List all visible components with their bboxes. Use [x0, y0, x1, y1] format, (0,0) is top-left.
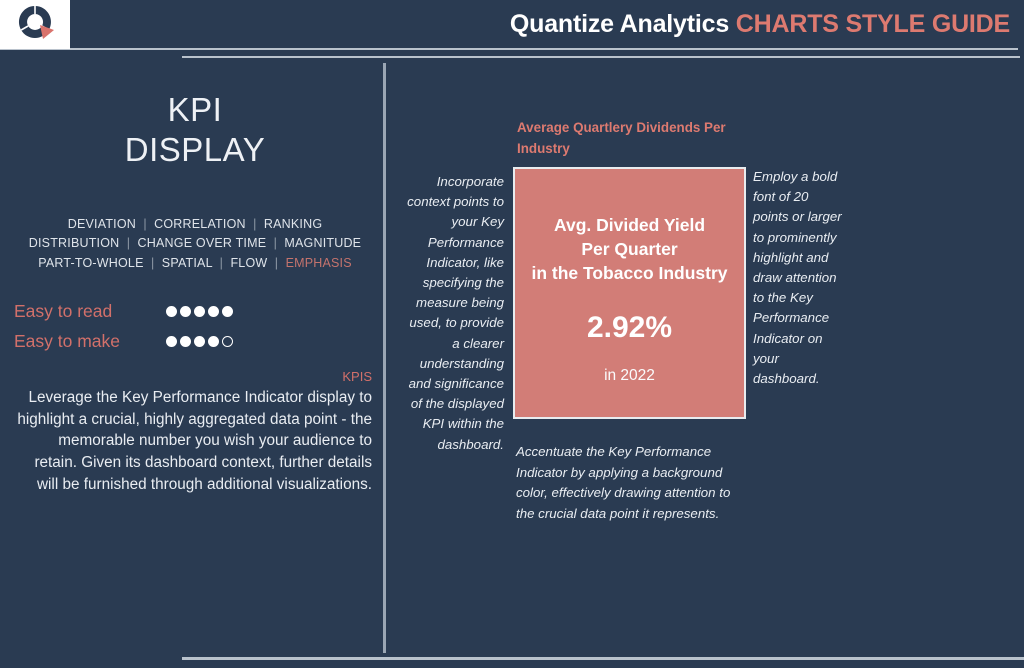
kpi-label-line-1: Avg. Divided Yield: [553, 215, 706, 235]
kpi-period: in 2022: [604, 367, 655, 385]
kpi-label-line-2: Per Quarter: [581, 239, 678, 260]
rating-group: Easy to read Easy to make: [14, 297, 376, 355]
category-magnitude[interactable]: MAGNITUDE: [284, 236, 362, 250]
category-flow[interactable]: FLOW: [230, 255, 268, 270]
bottom-divider-rule: [182, 657, 1024, 660]
page-header: Quantize Analytics CHARTS STYLE GUIDE: [0, 0, 1018, 50]
brand-name: Quantize Analytics: [509, 9, 730, 38]
category-correlation[interactable]: CORRELATION: [154, 216, 246, 231]
separator: |: [139, 216, 151, 231]
separator: |: [269, 236, 281, 250]
category-tag-list: DEVIATION | CORRELATION | RANKING DISTRI…: [14, 215, 376, 274]
section-body-text: Leverage the Key Performance Indicator d…: [17, 389, 372, 493]
kpi-label-line-3: in the Tobacco Industry: [531, 263, 728, 284]
chart-title: Average Quartlery Dividends Per Industry: [517, 120, 726, 156]
separator: |: [215, 255, 227, 270]
section-tag: KPIS: [342, 369, 372, 384]
rating-dot-empty: [222, 335, 233, 347]
category-part-to-whole[interactable]: PART-TO-WHOLE: [38, 255, 144, 270]
guide-name: CHARTS STYLE GUIDE: [735, 9, 1010, 38]
annotation-right: Employ a bold font of 20 points or large…: [753, 169, 842, 387]
rating-label: Easy to read: [14, 300, 113, 321]
kpi-card-label: Avg. Divided Yield Per Quarter in the To…: [531, 213, 727, 285]
category-row-3: PART-TO-WHOLE | SPATIAL | FLOW | EMPHASI…: [14, 254, 376, 274]
category-deviation[interactable]: DEVIATION: [67, 216, 136, 231]
rating-dot-filled: [180, 335, 191, 347]
category-row-2: DISTRIBUTION | CHANGE OVER TIME | MAGNIT…: [14, 234, 376, 254]
kpi-card: Avg. Divided Yield Per Quarter in the To…: [513, 167, 746, 419]
rating-dot-filled: [180, 305, 191, 317]
category-spatial[interactable]: SPATIAL: [161, 255, 213, 270]
category-change-over-time[interactable]: CHANGE OVER TIME: [137, 236, 267, 250]
page-title: Quantize Analytics CHARTS STYLE GUIDE: [70, 10, 1018, 39]
category-emphasis-active[interactable]: EMPHASIS: [285, 255, 352, 270]
brand-logo: [0, 0, 70, 49]
rating-dot-filled: [222, 305, 233, 317]
rating-easy-to-make: Easy to make: [14, 327, 376, 355]
category-ranking[interactable]: RANKING: [263, 216, 323, 231]
separator: |: [123, 236, 134, 250]
separator: |: [249, 216, 261, 231]
rating-dot-filled: [208, 335, 219, 347]
section-heading-line2: DISPLAY: [124, 131, 266, 169]
section-heading: KPI DISPLAY: [14, 90, 376, 171]
rating-dots: [166, 305, 233, 317]
rating-dot-filled: [194, 335, 205, 347]
rating-dot-filled: [194, 305, 205, 317]
separator: |: [147, 255, 159, 270]
annotation-bottom: Accentuate the Key Performance Indicator…: [516, 444, 731, 521]
left-column: KPI DISPLAY DEVIATION | CORRELATION | RA…: [14, 90, 376, 496]
rating-label: Easy to make: [14, 330, 121, 351]
rating-easy-to-read: Easy to read: [14, 297, 376, 325]
top-divider-rule: [182, 56, 1020, 58]
rating-dot-filled: [166, 305, 177, 317]
category-row-1: DEVIATION | CORRELATION | RANKING: [14, 215, 376, 235]
annotation-middle: Incorporate context points to your Key P…: [407, 174, 504, 452]
rating-dot-filled: [166, 335, 177, 347]
rating-dot-filled: [208, 305, 219, 317]
kpi-value: 2.92%: [586, 311, 673, 345]
separator: |: [271, 255, 282, 270]
donut-chart-logo-icon: [12, 3, 58, 45]
column-divider-rule: [383, 63, 386, 653]
rating-dots: [166, 335, 233, 347]
category-distribution[interactable]: DISTRIBUTION: [28, 236, 120, 250]
section-heading-line1: KPI: [167, 91, 223, 128]
